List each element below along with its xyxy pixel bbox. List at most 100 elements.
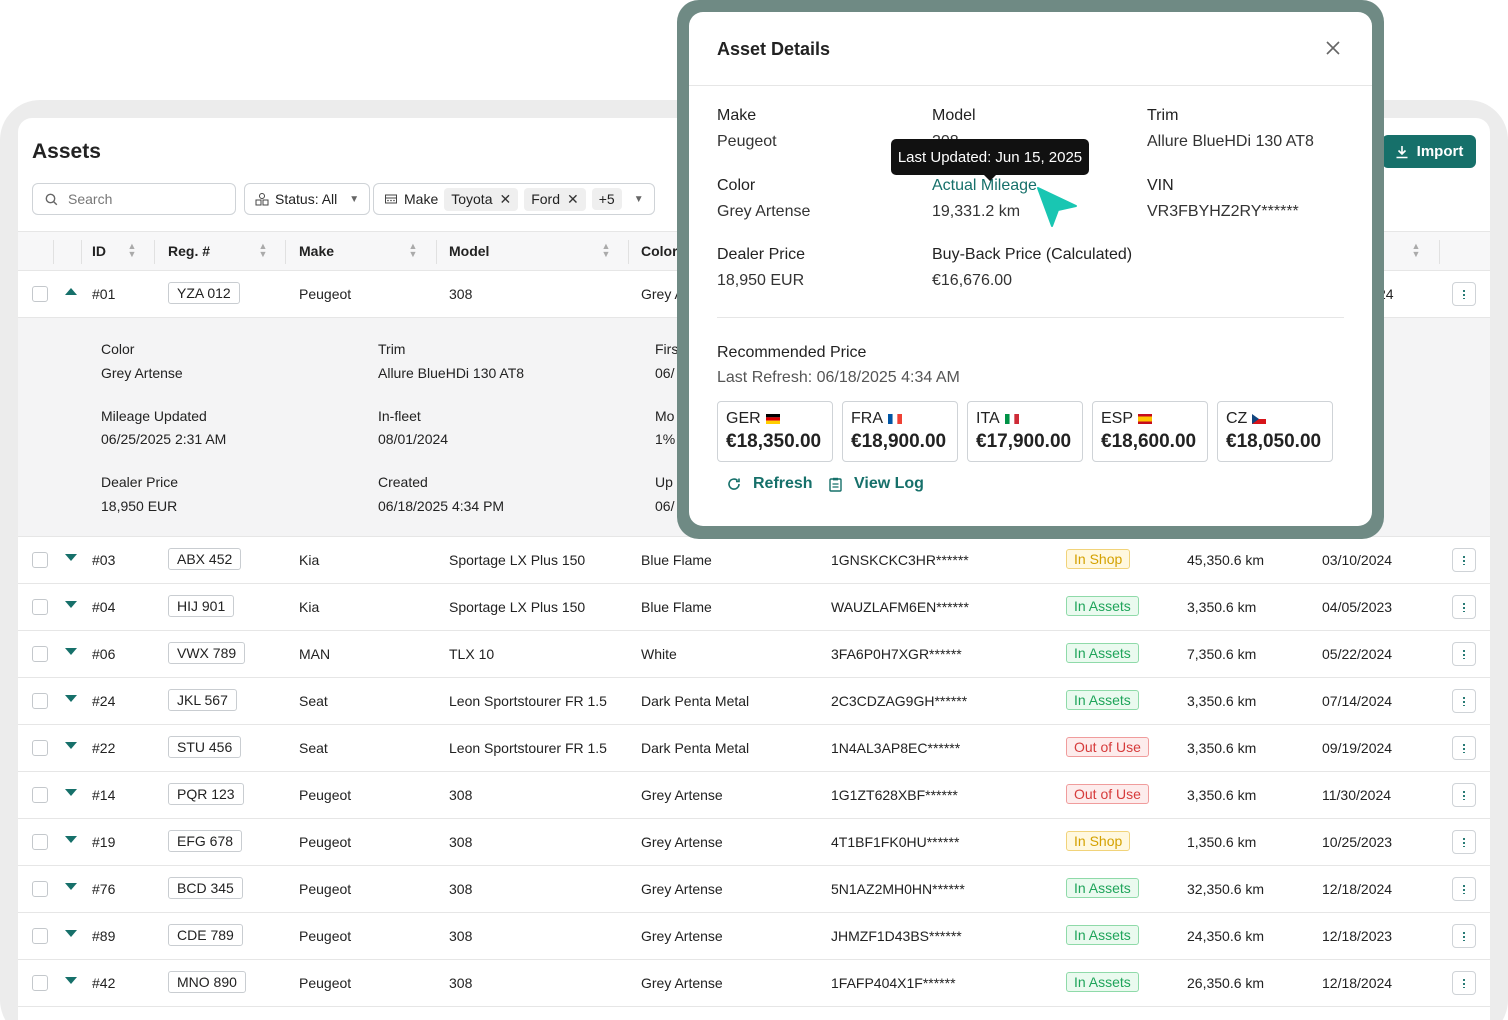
table-row[interactable]: #22 STU 456 Seat Leon Sportstourer FR 1.5 Da…: [18, 725, 1490, 772]
row-checkbox[interactable]: [32, 693, 48, 709]
row-checkbox[interactable]: [32, 286, 48, 302]
sort-icon[interactable]: ▲ ▼: [258, 241, 268, 259]
make-chip-more[interactable]: +5: [591, 188, 622, 210]
row-checkbox[interactable]: [32, 740, 48, 756]
column-divider: [628, 240, 629, 264]
row-make: Seat: [299, 693, 328, 709]
download-icon: [1396, 145, 1408, 158]
row-color: Grey Artense: [641, 834, 723, 850]
table-row[interactable]: #04 HIJ 901 Kia Sportage LX Plus 150 Blue Fl…: [18, 584, 1490, 631]
sort-icon[interactable]: ▲ ▼: [127, 241, 137, 259]
close-icon[interactable]: [1323, 38, 1343, 58]
status-badge: In Shop: [1066, 831, 1131, 851]
expand-icon[interactable]: [65, 742, 77, 749]
row-checkbox[interactable]: [32, 975, 48, 991]
expand-icon[interactable]: [65, 977, 77, 984]
make-filter[interactable]: Make Toyota ✕ Ford ✕ +5 ▼: [373, 183, 655, 215]
close-icon[interactable]: ✕: [499, 190, 512, 207]
status-badge: In Assets: [1066, 925, 1139, 945]
collapse-icon[interactable]: [65, 288, 77, 295]
row-menu-button[interactable]: [1452, 783, 1476, 807]
table-row[interactable]: #89 CDE 789 Peugeot 308 Grey Artense JHMZF1D4…: [18, 913, 1490, 960]
table-row[interactable]: #19 EFG 678 Peugeot 308 Grey Artense 4T1BF1FK…: [18, 819, 1490, 866]
detail-label: Created: [378, 474, 428, 490]
more-vertical-icon: [1463, 289, 1465, 299]
buyback-price-value: €16,676.00: [932, 272, 1013, 289]
row-model: Sportage LX Plus 150: [449, 552, 586, 568]
row-menu-button[interactable]: [1452, 642, 1476, 666]
row-checkbox[interactable]: [32, 599, 48, 615]
column-header-make[interactable]: Make: [299, 243, 335, 259]
make-filter-label: Make: [404, 191, 439, 207]
view-log-button[interactable]: View Log: [829, 475, 924, 493]
refresh-button[interactable]: Refresh: [727, 475, 813, 493]
reg-plate: PQR 123: [168, 783, 244, 805]
chip-label: Toyota: [451, 191, 493, 207]
row-menu-button[interactable]: [1452, 971, 1476, 995]
row-mileage: 7,350.6 km: [1187, 646, 1257, 662]
sort-icon[interactable]: ▲ ▼: [408, 241, 418, 259]
expand-icon[interactable]: [65, 648, 77, 655]
row-checkbox[interactable]: [32, 552, 48, 568]
row-menu-button[interactable]: [1452, 689, 1476, 713]
column-header-color[interactable]: Color: [641, 243, 678, 259]
row-checkbox[interactable]: [32, 928, 48, 944]
row-date: 05/22/2024: [1322, 646, 1393, 662]
row-checkbox[interactable]: [32, 881, 48, 897]
row-menu-button[interactable]: [1452, 877, 1476, 901]
column-header-model[interactable]: Model: [449, 243, 490, 259]
row-id: #42: [92, 975, 116, 991]
row-date: 10/25/2023: [1322, 834, 1393, 850]
row-model: TLX 10: [449, 646, 495, 662]
column-header-id[interactable]: ID: [92, 243, 106, 259]
row-date: 12/18/2023: [1322, 928, 1393, 944]
row-color: Grey Artense: [641, 787, 723, 803]
price-card-fra: FRA €18,900.00: [842, 401, 958, 462]
column-header-reg[interactable]: Reg. #: [168, 243, 211, 259]
detail-label: Firs: [655, 341, 679, 357]
row-menu-button[interactable]: [1452, 736, 1476, 760]
status-badge: In Assets: [1066, 972, 1139, 992]
actual-mileage-link[interactable]: Actual Mileage: [932, 177, 1037, 194]
close-icon[interactable]: ✕: [567, 190, 579, 207]
row-id: #76: [92, 881, 116, 897]
status-badge: In Shop: [1066, 549, 1131, 569]
row-menu-button[interactable]: [1452, 595, 1476, 619]
row-color: Grey Artense: [641, 975, 723, 991]
table-row[interactable]: #03 ABX 452 Kia Sportage LX Plus 150 Blue Fl…: [18, 537, 1490, 584]
status-filter-label: Status: All: [275, 191, 338, 207]
sort-icon[interactable]: ▲ ▼: [1411, 241, 1421, 259]
last-updated-tooltip: Last Updated: Jun 15, 2025: [891, 139, 1089, 175]
expand-icon[interactable]: [65, 789, 77, 796]
make-value: Peugeot: [717, 133, 777, 150]
sort-icon[interactable]: ▲ ▼: [601, 241, 611, 259]
expand-icon[interactable]: [65, 601, 77, 608]
table-row[interactable]: #76 BCD 345 Peugeot 308 Grey Artense 5N1AZ2MH…: [18, 866, 1490, 913]
expand-icon[interactable]: [65, 554, 77, 561]
row-date: 04/05/2023: [1322, 599, 1393, 615]
row-checkbox[interactable]: [32, 646, 48, 662]
row-model: 308: [449, 975, 473, 991]
status-filter[interactable]: Status: All ▼: [244, 183, 371, 215]
import-button[interactable]: Import: [1382, 135, 1476, 168]
row-menu-button[interactable]: [1452, 548, 1476, 572]
france-flag-icon: [888, 414, 902, 424]
expand-icon[interactable]: [65, 695, 77, 702]
expand-icon[interactable]: [65, 836, 77, 843]
expand-icon[interactable]: [65, 883, 77, 890]
search-input[interactable]: Search: [32, 183, 236, 215]
row-menu-button[interactable]: [1452, 830, 1476, 854]
table-row[interactable]: #06 VWX 789 MAN TLX 10 White 3FA6P0H7XGR*****…: [18, 631, 1490, 678]
row-menu-button[interactable]: [1452, 282, 1476, 306]
expand-icon[interactable]: [65, 930, 77, 937]
row-checkbox[interactable]: [32, 834, 48, 850]
page-title: Assets: [32, 140, 101, 163]
table-row[interactable]: #42 MNO 890 Peugeot 308 Grey Artense 1FAFP404…: [18, 960, 1490, 1007]
price-card-esp: ESP €18,600.00: [1092, 401, 1208, 462]
country-code: ITA: [976, 410, 1000, 427]
table-row[interactable]: #24 JKL 567 Seat Leon Sportstourer FR 1.5 Da…: [18, 678, 1490, 725]
status-badge: Out of Use: [1066, 784, 1149, 804]
table-row[interactable]: #14 PQR 123 Peugeot 308 Grey Artense 1G1ZT628…: [18, 772, 1490, 819]
row-menu-button[interactable]: [1452, 924, 1476, 948]
row-checkbox[interactable]: [32, 787, 48, 803]
